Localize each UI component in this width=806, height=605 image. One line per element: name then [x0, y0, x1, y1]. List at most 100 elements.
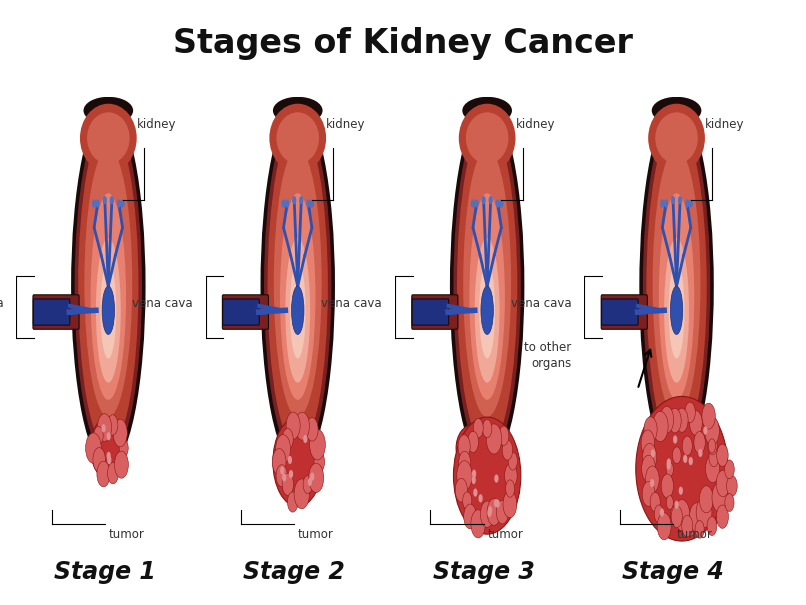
Ellipse shape	[269, 103, 326, 172]
Circle shape	[96, 200, 100, 208]
Circle shape	[308, 478, 312, 486]
Ellipse shape	[655, 113, 698, 164]
Circle shape	[97, 461, 110, 487]
Text: to other
organs: to other organs	[524, 341, 571, 370]
Circle shape	[683, 455, 688, 463]
Text: vena cava: vena cava	[0, 297, 3, 310]
Circle shape	[664, 200, 668, 208]
Circle shape	[708, 436, 717, 455]
Ellipse shape	[454, 114, 521, 459]
Ellipse shape	[669, 262, 684, 359]
Circle shape	[660, 200, 664, 208]
Text: Stage 2: Stage 2	[243, 560, 345, 584]
Circle shape	[707, 517, 717, 535]
Circle shape	[309, 463, 324, 492]
Circle shape	[472, 476, 476, 484]
Circle shape	[295, 412, 310, 440]
Circle shape	[657, 513, 671, 540]
Circle shape	[98, 414, 112, 442]
Circle shape	[106, 432, 110, 440]
Ellipse shape	[273, 417, 322, 506]
Circle shape	[310, 473, 314, 481]
Circle shape	[107, 463, 118, 484]
Ellipse shape	[479, 262, 495, 359]
Ellipse shape	[481, 286, 493, 335]
Circle shape	[93, 427, 103, 445]
Ellipse shape	[659, 193, 694, 400]
Ellipse shape	[260, 105, 335, 467]
Circle shape	[682, 436, 692, 456]
Text: kidney: kidney	[705, 118, 745, 131]
Circle shape	[642, 455, 655, 482]
Ellipse shape	[274, 148, 322, 417]
Circle shape	[487, 499, 501, 525]
Circle shape	[102, 424, 106, 433]
Ellipse shape	[84, 97, 133, 125]
Circle shape	[675, 408, 688, 432]
Circle shape	[689, 503, 704, 532]
Circle shape	[310, 200, 314, 208]
Circle shape	[653, 411, 668, 442]
Circle shape	[463, 492, 472, 509]
Ellipse shape	[85, 148, 132, 417]
Text: vena cava: vena cava	[322, 297, 382, 310]
Circle shape	[698, 449, 703, 457]
Circle shape	[717, 444, 728, 466]
Ellipse shape	[653, 148, 700, 417]
Circle shape	[660, 407, 674, 433]
Circle shape	[672, 447, 681, 463]
Ellipse shape	[664, 238, 689, 382]
Circle shape	[303, 435, 307, 443]
Circle shape	[483, 419, 492, 437]
Circle shape	[685, 517, 696, 536]
Text: tumor: tumor	[108, 528, 144, 541]
Circle shape	[306, 200, 310, 208]
Circle shape	[725, 460, 734, 479]
Circle shape	[671, 506, 683, 528]
Ellipse shape	[96, 238, 121, 382]
Circle shape	[642, 482, 655, 506]
Circle shape	[702, 403, 715, 429]
Circle shape	[294, 479, 310, 509]
FancyBboxPatch shape	[33, 295, 79, 329]
Text: Stage 3: Stage 3	[433, 560, 534, 584]
Text: tumor: tumor	[297, 528, 334, 541]
Circle shape	[280, 466, 285, 475]
Circle shape	[480, 501, 494, 528]
Circle shape	[107, 456, 111, 464]
Circle shape	[496, 500, 500, 508]
Circle shape	[107, 415, 118, 435]
Circle shape	[93, 448, 106, 472]
Circle shape	[106, 452, 110, 460]
Text: tumor: tumor	[676, 528, 713, 541]
Ellipse shape	[268, 125, 328, 448]
Circle shape	[685, 200, 689, 208]
Ellipse shape	[466, 113, 509, 164]
Ellipse shape	[652, 97, 701, 125]
Circle shape	[650, 449, 655, 457]
Ellipse shape	[276, 113, 319, 164]
Circle shape	[688, 200, 693, 208]
Ellipse shape	[646, 125, 707, 448]
Ellipse shape	[71, 105, 146, 467]
Text: Stage 4: Stage 4	[622, 560, 724, 584]
Text: tumor: tumor	[487, 528, 523, 541]
Ellipse shape	[87, 113, 130, 164]
Text: kidney: kidney	[137, 118, 177, 131]
Text: kidney: kidney	[326, 118, 366, 131]
Circle shape	[463, 504, 476, 529]
Ellipse shape	[450, 105, 525, 467]
Circle shape	[668, 408, 681, 433]
Circle shape	[467, 431, 479, 453]
Circle shape	[496, 500, 509, 524]
Circle shape	[700, 486, 713, 513]
Text: Stages of Kidney Cancer: Stages of Kidney Cancer	[173, 27, 633, 60]
Ellipse shape	[78, 125, 139, 448]
Circle shape	[646, 466, 659, 492]
Ellipse shape	[463, 97, 512, 125]
Circle shape	[459, 451, 471, 474]
Circle shape	[499, 200, 504, 208]
Circle shape	[458, 435, 470, 459]
Circle shape	[310, 430, 326, 460]
Text: vena cava: vena cava	[132, 297, 193, 310]
